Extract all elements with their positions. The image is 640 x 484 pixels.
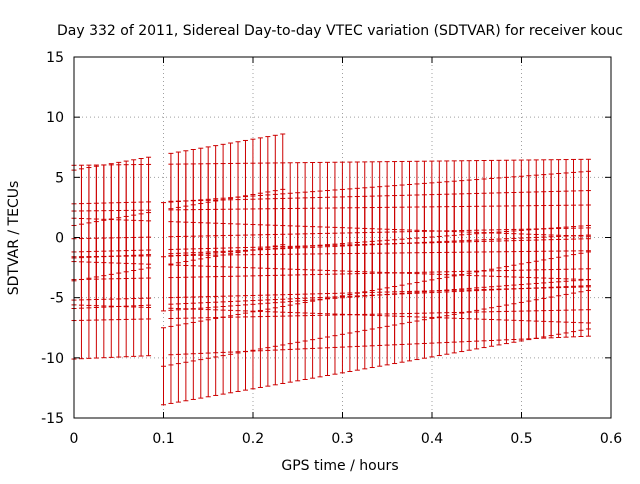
series-sat-8 [161, 251, 591, 406]
chart-title: Day 332 of 2011, Sidereal Day-to-day VTE… [57, 23, 623, 39]
x-tick-label: 0.1 [152, 431, 174, 447]
axis-ticks: 0 0.1 0.2 0.3 0.4 0.5 0.6 -15 -10 -5 0 5 10 15 [41, 50, 622, 447]
y-axis-label: SDTVAR / TECUs [6, 181, 22, 296]
x-axis-label: GPS time / hours [281, 458, 398, 474]
y-tick-label: 10 [46, 110, 64, 126]
y-tick-label: 15 [46, 50, 64, 66]
y-tick-label: -15 [41, 411, 64, 427]
y-tick-label: -5 [50, 291, 64, 307]
y-tick-label: 5 [55, 170, 64, 186]
y-tick-label: -10 [41, 351, 64, 367]
x-tick-label: 0.6 [600, 431, 622, 447]
y-tick-label: 0 [55, 231, 64, 247]
x-tick-label: 0.3 [331, 431, 353, 447]
x-tick-label: 0.2 [242, 431, 264, 447]
data-series [71, 133, 591, 406]
series-sat-7 [161, 170, 591, 312]
x-tick-label: 0.4 [421, 431, 443, 447]
x-tick-label: 0.5 [510, 431, 532, 447]
x-tick-label: 0 [70, 431, 79, 447]
